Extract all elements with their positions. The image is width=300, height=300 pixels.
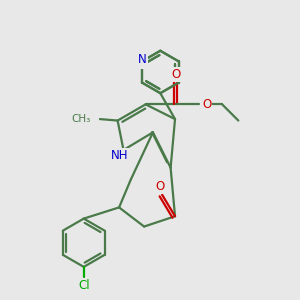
- Text: N: N: [138, 53, 147, 66]
- Text: O: O: [202, 98, 211, 111]
- Text: N: N: [136, 55, 145, 68]
- Text: CH₃: CH₃: [72, 114, 91, 124]
- Text: O: O: [155, 180, 164, 193]
- Text: O: O: [172, 68, 181, 81]
- Text: Cl: Cl: [78, 279, 90, 292]
- Text: NH: NH: [111, 149, 129, 162]
